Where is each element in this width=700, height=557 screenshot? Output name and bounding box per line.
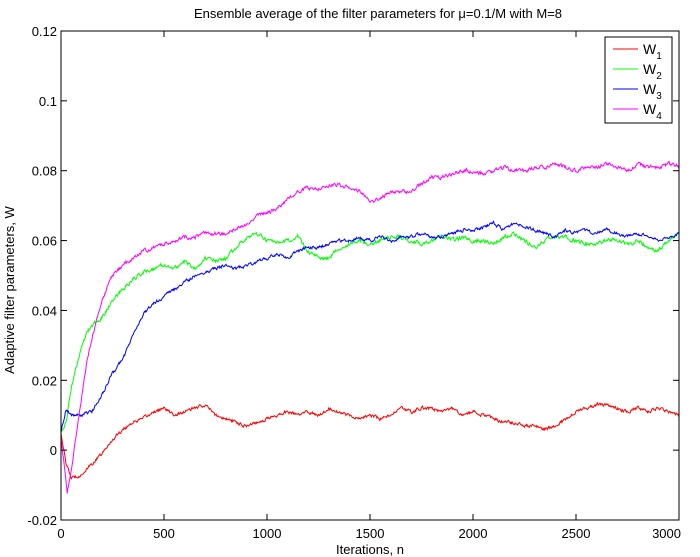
x-tick-label: 3000 bbox=[652, 526, 681, 541]
y-tick-label: 0.08 bbox=[32, 164, 57, 179]
x-tick-label: 0 bbox=[57, 526, 64, 541]
series-line-w1 bbox=[60, 401, 680, 480]
legend-label: W3 bbox=[643, 81, 662, 102]
legend-label-subscript: 2 bbox=[656, 71, 662, 82]
series-line-w3 bbox=[60, 220, 680, 433]
y-tick-label: 0.12 bbox=[32, 24, 57, 39]
y-tick-label: 0 bbox=[50, 443, 57, 458]
legend-label-subscript: 4 bbox=[656, 111, 662, 122]
x-tick-label: 2500 bbox=[562, 526, 591, 541]
legend-label-name: W bbox=[643, 61, 657, 77]
legend-label-subscript: 1 bbox=[656, 51, 662, 62]
x-tick-label: 500 bbox=[153, 526, 175, 541]
y-tick-label: 0.04 bbox=[32, 303, 57, 318]
y-tick-label: 0.06 bbox=[32, 234, 57, 249]
series-line-w4 bbox=[60, 160, 680, 494]
chart-title: Ensemble average of the filter parameter… bbox=[194, 6, 562, 21]
y-tick-label: 0.1 bbox=[39, 94, 57, 109]
x-tick-label: 1000 bbox=[253, 526, 282, 541]
axes-layer: 0 500 1000 1500 2000 2500 3000-0.0200.020.040.… bbox=[27, 24, 681, 541]
x-axis-label: Iterations, n bbox=[336, 542, 404, 557]
series-line-w2 bbox=[60, 231, 680, 433]
legend-label: W1 bbox=[643, 41, 662, 62]
series-layer bbox=[60, 160, 680, 494]
plot-area-border bbox=[60, 30, 680, 521]
y-tick-label: 0.02 bbox=[32, 373, 57, 388]
legend-label-name: W bbox=[643, 81, 657, 97]
legend-label: W4 bbox=[643, 101, 662, 122]
legend-label: W2 bbox=[643, 61, 662, 82]
y-axis-label: Adaptive filter parameters, W bbox=[2, 205, 17, 373]
x-tick-label: 1500 bbox=[356, 526, 385, 541]
legend-label-subscript: 3 bbox=[656, 91, 662, 102]
legend-label-name: W bbox=[643, 101, 657, 117]
x-tick-label: 2000 bbox=[459, 526, 488, 541]
legend-label-name: W bbox=[643, 41, 657, 57]
legend-box bbox=[604, 36, 673, 124]
y-tick-label: -0.02 bbox=[27, 513, 57, 528]
